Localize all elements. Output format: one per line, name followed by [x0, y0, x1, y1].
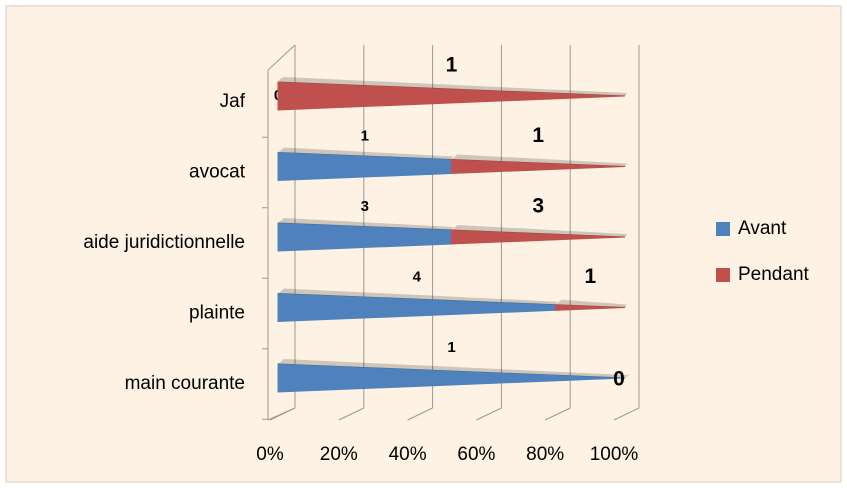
- y-tick-label: Jaf: [220, 91, 246, 112]
- y-tick-label: avocat: [189, 162, 246, 183]
- bar-segment-top: [625, 373, 631, 378]
- x-tick-label: 40%: [389, 444, 427, 465]
- data-label: 1: [446, 54, 458, 77]
- wall-edge: [267, 44, 296, 71]
- grid-line: [544, 407, 571, 421]
- legend-swatch: [716, 222, 730, 236]
- x-tick-label: 60%: [457, 444, 495, 465]
- bar-segment-top: [278, 147, 454, 160]
- data-label: 0: [613, 368, 625, 391]
- bar-segment-top: [278, 359, 627, 378]
- data-label: 1: [361, 127, 369, 144]
- data-label: 1: [584, 265, 596, 288]
- bar-segment: [277, 81, 626, 111]
- data-label: 3: [361, 198, 369, 215]
- x-tick-label: 80%: [526, 444, 564, 465]
- bar-segment: [451, 229, 626, 245]
- bar-segment: [555, 304, 626, 311]
- x-tick-label: 20%: [320, 444, 358, 465]
- legend-swatch: [716, 268, 730, 282]
- y-tick-label: main courante: [125, 373, 245, 394]
- bar-segment-top: [451, 225, 627, 237]
- bar-segment-top: [278, 288, 558, 305]
- legend-label: Pendant: [738, 264, 810, 285]
- bar-segment-top: [555, 299, 627, 308]
- bar-segment-top: [278, 77, 627, 96]
- grid-line: [269, 407, 296, 421]
- data-label: 1: [447, 339, 455, 356]
- grid-line: [613, 407, 640, 421]
- x-tick-label: 100%: [590, 444, 639, 465]
- bar-segment: [451, 158, 626, 175]
- data-label: 1: [532, 124, 544, 147]
- bar-segment: [277, 363, 626, 393]
- grid-line: [407, 407, 433, 421]
- legend-label: Avant: [738, 218, 787, 239]
- data-label: 4: [413, 268, 422, 285]
- y-tick-label: aide juridictionnelle: [83, 232, 245, 253]
- grid-line: [476, 407, 502, 421]
- x-tick-label: 0%: [256, 444, 284, 465]
- y-tick-label: plainte: [189, 303, 245, 324]
- bar-segment-top: [278, 77, 284, 82]
- bar-segment-top: [278, 218, 454, 230]
- bar-segment-top: [451, 154, 627, 167]
- grid-line: [338, 407, 365, 421]
- data-label: 3: [532, 195, 544, 218]
